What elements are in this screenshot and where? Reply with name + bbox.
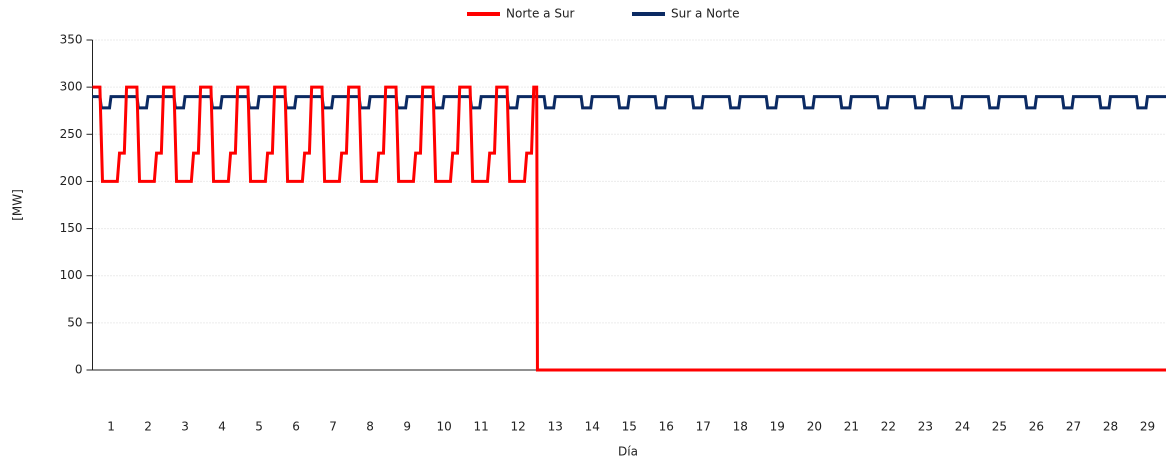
x-tick-label: 28	[1103, 420, 1118, 434]
x-tick-label: 11	[474, 420, 489, 434]
x-tick-label: 6	[292, 420, 300, 434]
x-tick-label: 13	[548, 420, 563, 434]
x-tick-label: 14	[585, 420, 600, 434]
x-tick-label: 29	[1140, 420, 1155, 434]
x-tick-label: 26	[1029, 420, 1044, 434]
x-tick-label: 8	[366, 420, 374, 434]
x-tick-label: 27	[1066, 420, 1081, 434]
x-tick-label: 24	[955, 420, 970, 434]
x-tick-label: 23	[918, 420, 933, 434]
series-line	[92, 95, 1166, 110]
x-tick-label: 20	[807, 420, 822, 434]
x-tick-label: 15	[622, 420, 637, 434]
x-tick-label: 2	[144, 420, 152, 434]
x-tick-label: 21	[844, 420, 859, 434]
y-tick-label: 200	[60, 174, 83, 188]
legend-label: Norte a Sur	[506, 7, 575, 21]
x-tick-label: 22	[881, 420, 896, 434]
x-tick-label: 16	[659, 420, 674, 434]
x-tick-label: 12	[511, 420, 526, 434]
x-tick-label: 10	[437, 420, 452, 434]
x-tick-label: 4	[218, 420, 226, 434]
x-tick-label: 19	[770, 420, 785, 434]
x-tick-label: 9	[403, 420, 411, 434]
x-tick-label: 3	[181, 420, 189, 434]
y-tick-label: 50	[67, 315, 82, 329]
x-tick-label: 25	[992, 420, 1007, 434]
y-axis-label: [MW]	[11, 189, 25, 221]
x-tick-label: 5	[255, 420, 263, 434]
y-tick-label: 300	[60, 80, 83, 94]
y-tick-label: 150	[60, 221, 83, 235]
x-tick-label: 17	[696, 420, 711, 434]
x-axis-label: Día	[618, 445, 638, 459]
x-tick-label: 1	[107, 420, 115, 434]
x-tick-label: 7	[329, 420, 337, 434]
y-tick-label: 0	[75, 363, 83, 377]
legend-label: Sur a Norte	[671, 7, 739, 21]
y-tick-label: 100	[60, 268, 83, 282]
series-line	[92, 85, 1166, 372]
y-tick-label: 350	[60, 33, 83, 47]
x-tick-label: 18	[733, 420, 748, 434]
y-tick-label: 250	[60, 127, 83, 141]
